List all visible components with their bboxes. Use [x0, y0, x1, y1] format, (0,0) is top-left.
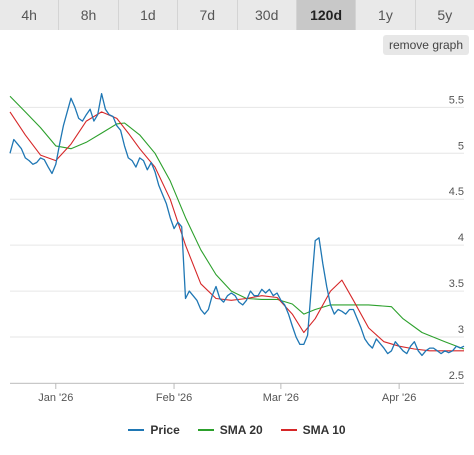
tab-30d[interactable]: 30d — [237, 0, 297, 30]
legend-swatch — [280, 429, 297, 431]
y-tick-label: 3 — [458, 324, 464, 336]
chart-legend: Price SMA 20 SMA 10 — [0, 421, 474, 439]
x-tick-label: Mar '26 — [263, 392, 299, 404]
tab-1y[interactable]: 1y — [356, 0, 416, 30]
y-tick-label: 3.5 — [449, 278, 464, 290]
y-tick-label: 4.5 — [449, 186, 464, 198]
tab-8h[interactable]: 8h — [59, 0, 119, 30]
series-line-price — [9, 92, 465, 357]
legend-item-sma-10[interactable]: SMA 10 — [280, 423, 346, 437]
y-tick-label: 5.5 — [449, 94, 464, 106]
tab-1d[interactable]: 1d — [118, 0, 179, 30]
tab-7d[interactable]: 7d — [178, 0, 238, 30]
y-tick-label: 5 — [458, 140, 464, 152]
x-tick-label: Apr '26 — [382, 392, 417, 404]
series-line-sma-20 — [9, 95, 465, 350]
legend-label: SMA 10 — [302, 423, 346, 437]
x-tick-label: Feb '26 — [156, 392, 192, 404]
tab-4h[interactable]: 4h — [0, 0, 60, 30]
legend-item-sma-20[interactable]: SMA 20 — [197, 423, 263, 437]
series-line-sma-10 — [9, 111, 464, 352]
legend-label: SMA 20 — [219, 423, 263, 437]
y-tick-label: 4 — [458, 232, 464, 244]
remove-graph-button[interactable]: remove graph — [383, 35, 469, 55]
y-tick-label: 2.5 — [449, 370, 464, 382]
legend-swatch — [128, 429, 145, 431]
price-chart: 2.5 3 3.5 4 4.5 5 5.5 Jan '26 Feb '26 Mar '26 Apr … — [9, 92, 465, 404]
tab-5y[interactable]: 5y — [415, 0, 474, 30]
legend-label: Price — [150, 423, 180, 437]
timeframe-tabs: 4h 8h 1d 7d 30d 120d 1y 5y — [0, 0, 474, 30]
legend-item-price[interactable]: Price — [128, 423, 180, 437]
x-tick-label: Jan '26 — [38, 392, 73, 404]
tab-120d[interactable]: 120d — [296, 0, 357, 30]
legend-swatch — [197, 429, 214, 431]
